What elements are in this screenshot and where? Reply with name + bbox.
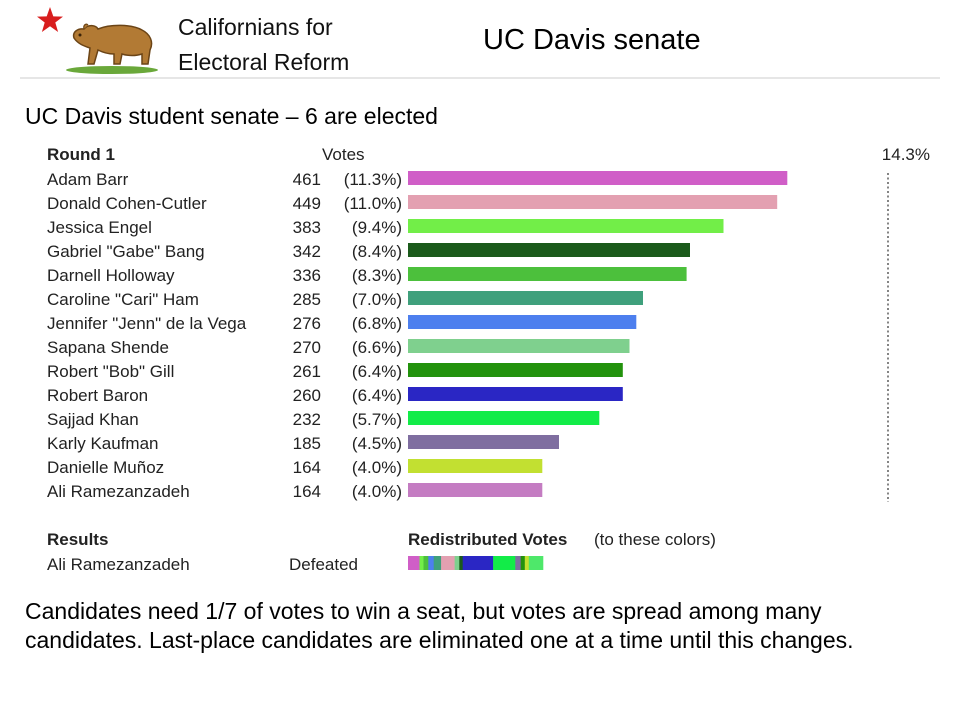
vote-bar	[408, 387, 623, 401]
footer-text: Candidates need 1/7 of votes to win a se…	[25, 598, 854, 653]
candidate-name: Robert "Bob" Gill	[47, 362, 174, 381]
header-divider	[20, 77, 940, 79]
candidate-name: Donald Cohen-Cutler	[47, 194, 207, 213]
candidate-percent: (6.4%)	[352, 386, 402, 405]
redistributed-segment	[459, 556, 463, 570]
vote-bar	[408, 171, 788, 185]
vote-bar	[408, 339, 630, 353]
vote-bar	[408, 243, 690, 257]
slide-title: UC Davis senate	[483, 24, 701, 56]
candidate-votes: 185	[293, 434, 321, 453]
vote-bar	[408, 435, 559, 449]
star-icon	[37, 7, 63, 32]
vote-bar	[408, 219, 724, 233]
candidate-name: Jessica Engel	[47, 218, 152, 237]
candidate-percent: (9.4%)	[352, 218, 402, 237]
result-name: Ali Ramezanzadeh	[47, 555, 190, 574]
vote-bar	[408, 315, 637, 329]
redistributed-segment	[493, 556, 516, 570]
candidate-percent: (7.0%)	[352, 290, 402, 309]
vote-bar	[408, 459, 543, 473]
candidate-percent: (11.3%)	[344, 170, 402, 189]
candidate-votes: 164	[293, 482, 321, 501]
candidate-name: Caroline "Cari" Ham	[47, 290, 199, 309]
redistributed-segment	[524, 556, 530, 570]
candidate-votes: 260	[293, 386, 321, 405]
org-name-line1: Californians for	[178, 14, 333, 40]
candidate-votes: 342	[293, 242, 321, 261]
slide-header: Californians for Electoral Reform UC Dav…	[0, 0, 960, 80]
vote-bar	[408, 483, 543, 497]
candidate-votes: 232	[293, 410, 321, 429]
result-status: Defeated	[289, 555, 358, 574]
org-name: Californians for Electoral Reform	[178, 10, 349, 80]
redistributed-header: Redistributed Votes	[408, 530, 567, 549]
redistributed-segment	[454, 556, 460, 570]
redistributed-segment	[423, 556, 429, 570]
candidate-percent: (4.0%)	[352, 482, 402, 501]
candidate-name: Ali Ramezanzadeh	[47, 482, 190, 501]
candidate-votes: 261	[293, 362, 321, 381]
threshold-label: 14.3%	[882, 145, 930, 164]
candidate-votes: 285	[293, 290, 321, 309]
vote-bar	[408, 267, 687, 281]
candidate-votes: 461	[293, 170, 321, 189]
candidate-name: Robert Baron	[47, 386, 148, 405]
redistributed-segment	[433, 556, 442, 570]
candidate-votes: 336	[293, 266, 321, 285]
candidate-votes: 449	[293, 194, 321, 213]
candidate-percent: (4.0%)	[352, 458, 402, 477]
redistributed-segment	[441, 556, 455, 570]
candidate-percent: (8.3%)	[352, 266, 402, 285]
candidate-percent: (8.4%)	[352, 242, 402, 261]
candidate-name: Jennifer "Jenn" de la Vega	[47, 314, 247, 333]
vote-bar	[408, 411, 600, 425]
round-label: Round 1	[47, 145, 115, 164]
votes-header: Votes	[322, 145, 365, 164]
redistributed-segment	[528, 556, 544, 570]
candidate-percent: (4.5%)	[352, 434, 402, 453]
bear-logo-icon	[66, 23, 158, 74]
candidate-name: Danielle Muñoz	[47, 458, 164, 477]
vote-bar	[408, 291, 643, 305]
redistributed-segment	[428, 556, 434, 570]
candidate-name: Sapana Shende	[47, 338, 169, 357]
redistributed-segment	[419, 556, 424, 570]
redistributed-segment	[462, 556, 494, 570]
candidate-votes: 164	[293, 458, 321, 477]
candidate-percent: (6.6%)	[352, 338, 402, 357]
candidate-percent: (6.4%)	[352, 362, 402, 381]
candidate-name: Sajjad Khan	[47, 410, 139, 429]
chart-subtitle: UC Davis student senate – 6 are elected	[25, 103, 438, 129]
candidate-votes: 276	[293, 314, 321, 333]
candidate-name: Darnell Holloway	[47, 266, 175, 285]
candidate-percent: (11.0%)	[344, 194, 402, 213]
candidate-percent: (5.7%)	[352, 410, 402, 429]
candidate-votes: 383	[293, 218, 321, 237]
org-name-line2: Electoral Reform	[178, 49, 350, 75]
redistributed-segment	[520, 556, 525, 570]
redistributed-note: (to these colors)	[594, 530, 716, 549]
candidate-name: Adam Barr	[47, 170, 129, 189]
candidate-name: Karly Kaufman	[47, 434, 159, 453]
redistributed-segment	[408, 556, 420, 570]
vote-bar	[408, 363, 623, 377]
candidate-name: Gabriel "Gabe" Bang	[47, 242, 205, 261]
vote-bar	[408, 195, 778, 209]
redistributed-segment	[515, 556, 521, 570]
candidate-votes: 270	[293, 338, 321, 357]
candidate-percent: (6.8%)	[352, 314, 402, 333]
results-header: Results	[47, 530, 108, 549]
